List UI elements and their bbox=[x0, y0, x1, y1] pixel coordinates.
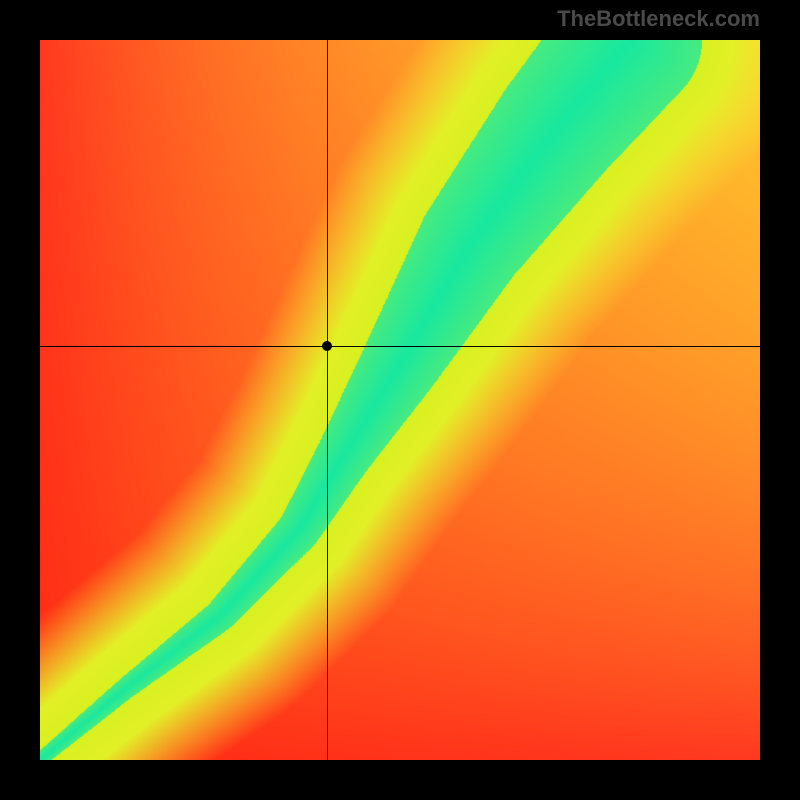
heatmap-canvas bbox=[40, 40, 760, 760]
watermark-text: TheBottleneck.com bbox=[557, 6, 760, 32]
crosshair-vertical bbox=[327, 40, 328, 760]
crosshair-horizontal bbox=[40, 346, 760, 347]
crosshair-marker bbox=[322, 341, 332, 351]
plot-area bbox=[40, 40, 760, 760]
